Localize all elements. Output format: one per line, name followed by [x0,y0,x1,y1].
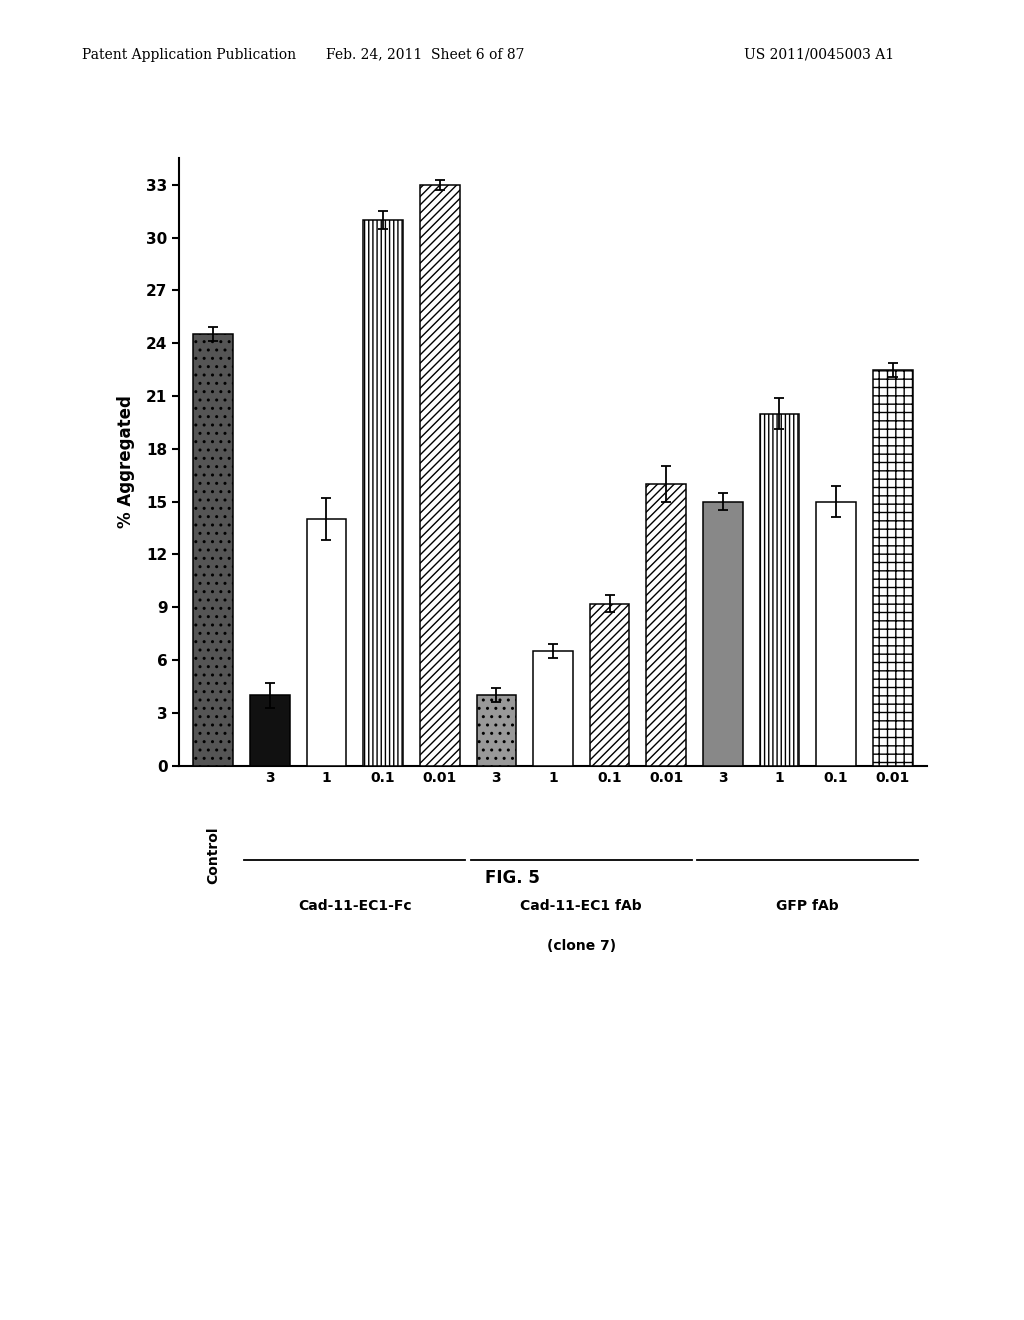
Bar [364,220,402,766]
Bar [646,484,686,766]
Text: GFP fAb: GFP fAb [776,899,839,913]
Text: FIG. 5: FIG. 5 [484,869,540,887]
Bar [816,502,856,766]
Bar [420,185,460,766]
Bar [760,413,800,766]
Text: Cad-11-EC1 fAb: Cad-11-EC1 fAb [520,899,642,913]
Bar [476,696,516,766]
Bar [872,370,912,766]
Bar [306,519,346,766]
Bar [250,696,290,766]
Bar [534,651,572,766]
Text: Feb. 24, 2011  Sheet 6 of 87: Feb. 24, 2011 Sheet 6 of 87 [326,48,524,62]
Bar [703,502,742,766]
Text: (clone 7): (clone 7) [547,939,615,953]
Text: Cad-11-EC1-Fc: Cad-11-EC1-Fc [298,899,412,913]
Y-axis label: % Aggregated: % Aggregated [117,396,135,528]
Text: Patent Application Publication: Patent Application Publication [82,48,296,62]
Bar [194,334,233,766]
Text: Control: Control [206,826,220,884]
Text: US 2011/0045003 A1: US 2011/0045003 A1 [744,48,894,62]
Bar [590,603,630,766]
